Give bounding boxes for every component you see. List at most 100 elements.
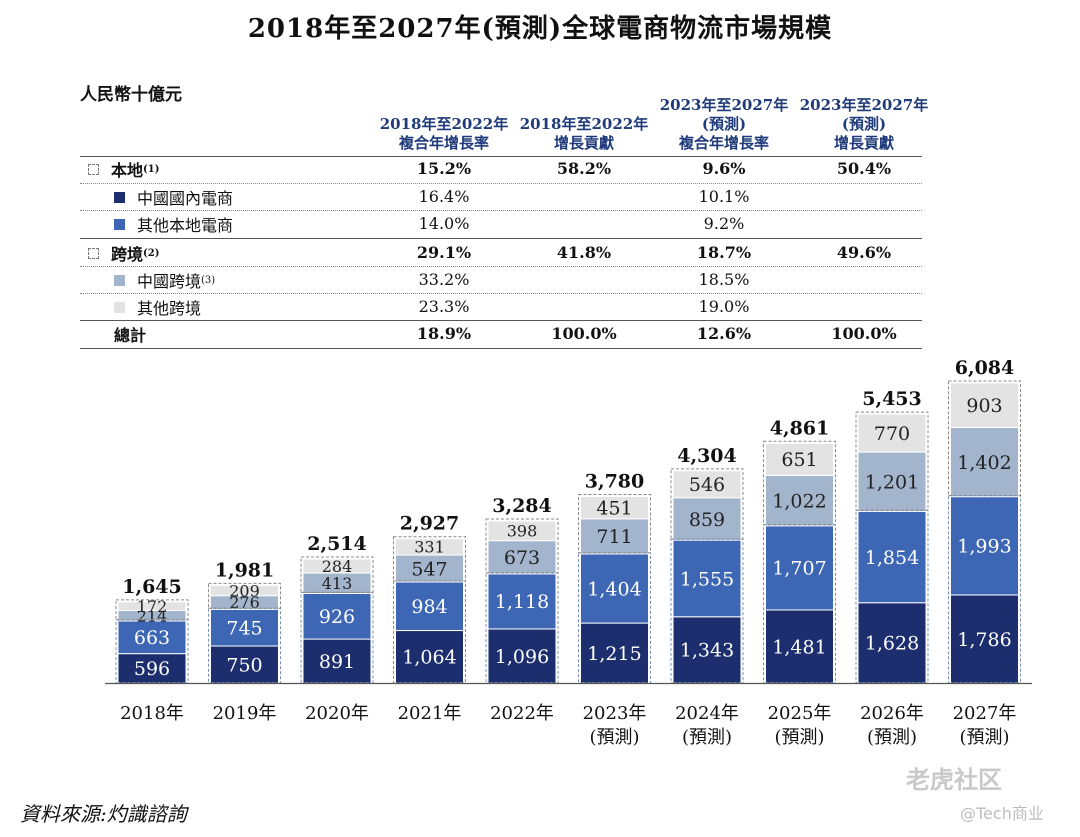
table-cell: 100.0% (831, 324, 897, 343)
bar-segment (117, 653, 187, 684)
crossborder-group-outline (485, 518, 559, 574)
bar-value-label: 663 (134, 627, 170, 649)
table-cell: 18.9% (416, 324, 472, 343)
bar-value-label: 172 (137, 597, 168, 616)
bar-value-label: 214 (137, 606, 168, 625)
table-row-label: 中國國內電商 (114, 185, 233, 209)
bar-value-label: 903 (966, 395, 1002, 417)
table-cell: 12.6% (696, 324, 752, 343)
legend-swatch (114, 274, 125, 286)
table-row-label: 中國跨境 (3) (114, 268, 215, 292)
bar-segment (765, 442, 834, 476)
table-cell: 14.0% (418, 214, 470, 233)
bar-segment (765, 525, 834, 611)
bar-value-label: 926 (319, 606, 355, 628)
bar-value-label: 1,707 (772, 558, 826, 580)
table-row-label: 跨境 (2) (88, 241, 159, 265)
legend-swatch (114, 191, 125, 203)
bar-segment (580, 553, 649, 624)
bar-value-label: 276 (229, 593, 260, 612)
bar-segment (395, 581, 464, 632)
bar-value-label: 451 (596, 498, 632, 520)
bar-value-label: 547 (411, 558, 447, 580)
bar-segment (487, 520, 557, 542)
bar-value-label: 984 (411, 596, 447, 618)
bar-segment (765, 474, 834, 527)
bar-segment (950, 382, 1019, 429)
bar-segment (580, 496, 649, 520)
bar-segment (395, 538, 464, 556)
crossborder-group-outline (208, 582, 281, 609)
table-rule (80, 293, 922, 294)
x-tick-label: (預測) (774, 727, 824, 748)
table-cell: 41.8% (556, 243, 612, 262)
bar-value-label: 398 (507, 522, 538, 541)
table-cell: 33.2% (418, 270, 470, 289)
bar-segment (487, 573, 557, 630)
x-tick-label: 2027年 (953, 703, 1017, 724)
bar-value-label: 770 (874, 423, 910, 445)
source-note: 資料來源:灼識諮詢 (20, 802, 187, 826)
bar-value-label: 413 (322, 574, 353, 593)
bar-segment (857, 451, 927, 512)
bar-segment (950, 594, 1019, 684)
bar-value-label: 1,201 (865, 472, 919, 494)
bar-value-label: 1,854 (865, 547, 919, 569)
table-rule (80, 156, 922, 157)
x-tick-label: (預測) (589, 727, 639, 748)
bar-total-label: 3,780 (585, 471, 645, 493)
bar-value-label: 745 (226, 617, 262, 639)
table-header-2: 2023年至2027年 (預測) 複合年增長率 (659, 96, 789, 152)
bar-segment (117, 620, 187, 655)
crossborder-group-outline (115, 599, 189, 621)
bar-value-label: 711 (596, 526, 632, 548)
table-cell: 9.2% (703, 214, 745, 233)
bar-value-label: 209 (229, 581, 260, 600)
x-tick-label: 2020年 (305, 703, 369, 724)
bar-value-label: 1,481 (772, 636, 826, 658)
watermark-handle: @Tech商业 (960, 804, 1044, 823)
bar-segment (672, 497, 742, 541)
bar-value-label: 1,786 (957, 629, 1011, 651)
table-cell: 58.2% (556, 159, 612, 178)
table-cell: 18.7% (696, 243, 752, 262)
bar-segment (302, 558, 372, 574)
legend-swatch (114, 301, 125, 313)
table-rule (80, 210, 922, 211)
x-tick-label: 2026年 (860, 703, 924, 724)
bar-segment (395, 630, 464, 684)
bar-value-label: 284 (322, 557, 353, 576)
bar-segment (580, 518, 649, 555)
bar-value-label: 1,022 (772, 490, 826, 512)
table-row-label: 其他本地電商 (114, 212, 233, 236)
x-tick-label: 2019年 (213, 703, 277, 724)
bar-segment (672, 470, 742, 499)
bar-segment (302, 592, 372, 640)
table-cell: 100.0% (551, 324, 617, 343)
bar-total-label: 5,453 (862, 388, 922, 410)
x-tick-label: (預測) (867, 727, 917, 748)
table-header-0: 2018年至2022年 複合年增長率 (379, 115, 509, 152)
table-cell: 49.6% (836, 243, 892, 262)
bar-segment (857, 510, 927, 604)
x-tick-label: 2025年 (768, 703, 832, 724)
table-cell: 19.0% (698, 297, 750, 316)
bar-value-label: 596 (134, 658, 170, 680)
table-cell: 29.1% (416, 243, 472, 262)
bar-value-label: 546 (689, 474, 725, 496)
crossborder-group-outline (763, 440, 836, 526)
table-cell: 18.5% (698, 270, 750, 289)
table-header-1: 2018年至2022年 增長貢獻 (519, 115, 649, 152)
watermark-logo: 老虎社区 (906, 766, 1002, 794)
bar-segment (672, 539, 742, 618)
bar-value-label: 891 (319, 651, 355, 673)
table-rule (80, 348, 922, 349)
x-tick-label: 2018年 (120, 703, 184, 724)
bar-segment (210, 584, 279, 597)
table-cell: 15.2% (416, 159, 472, 178)
bar-segment (672, 616, 742, 684)
bar-value-label: 859 (689, 509, 725, 531)
bar-total-label: 4,304 (677, 445, 737, 467)
bar-value-label: 1,404 (587, 578, 641, 600)
